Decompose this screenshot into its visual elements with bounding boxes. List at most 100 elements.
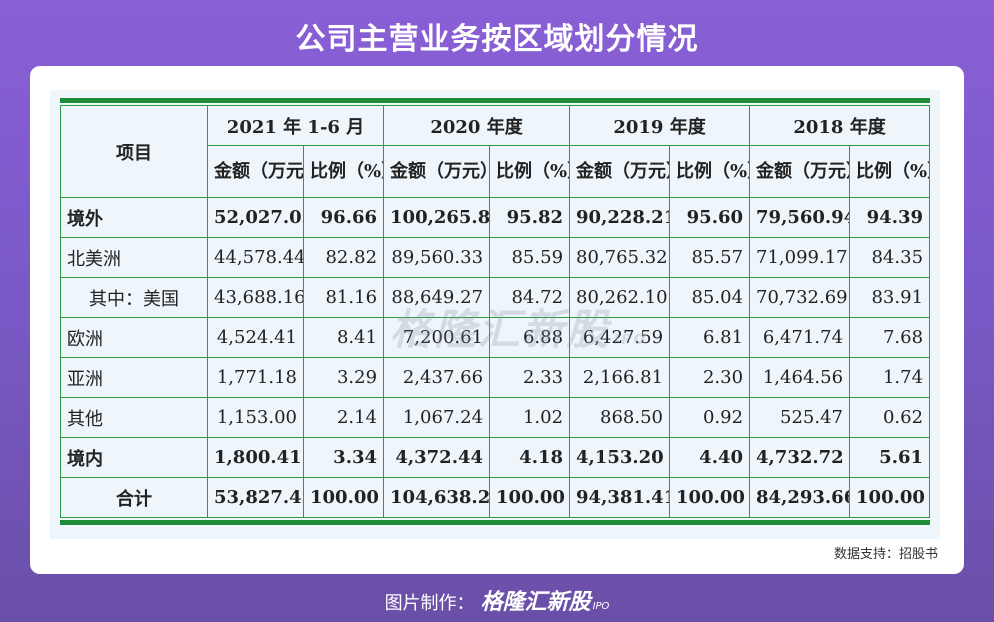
ratio-cell: 94.39 xyxy=(849,197,931,238)
ratio-cell: 0.62 xyxy=(849,397,931,438)
ratio-cell: 85.57 xyxy=(669,237,751,278)
amount-cell: 1,464.56 xyxy=(749,357,851,398)
ratio-cell: 3.34 xyxy=(302,437,385,478)
amount-cell: 104,638.28 xyxy=(383,477,491,518)
ratio-cell: 8.41 xyxy=(302,317,385,358)
amount-cell: 2,166.81 xyxy=(569,357,671,398)
table-row: 境外52,027.0296.66100,265.8495.8290,228.21… xyxy=(60,197,931,238)
ratio-cell: 82.82 xyxy=(302,237,385,278)
header-amount: 金额（万元） xyxy=(383,145,491,198)
ratio-cell: 83.91 xyxy=(849,277,931,318)
header-ratio: 比例（%） xyxy=(669,145,751,198)
amount-cell: 53,827.43 xyxy=(207,477,304,518)
footer-prefix: 图片制作： xyxy=(384,593,475,614)
ratio-cell: 100.00 xyxy=(489,477,571,518)
amount-cell: 6,471.74 xyxy=(749,317,851,358)
amount-cell: 6,427.59 xyxy=(569,317,671,358)
amount-cell: 80,262.10 xyxy=(569,277,671,318)
ratio-cell: 85.04 xyxy=(669,277,751,318)
header-ratio: 比例（%） xyxy=(302,145,385,198)
header-period: 2019 年度 xyxy=(569,105,751,146)
amount-cell: 84,293.66 xyxy=(749,477,851,518)
source-note: 数据支持：招股书 xyxy=(833,547,938,562)
amount-cell: 4,524.41 xyxy=(207,317,304,358)
header-amount: 金额（万元） xyxy=(569,145,671,198)
amount-cell: 525.47 xyxy=(749,397,851,438)
footer-brand: 格隆汇新股 xyxy=(480,590,591,615)
ratio-cell: 100.00 xyxy=(669,477,751,518)
header-period: 2018 年度 xyxy=(749,105,931,146)
amount-cell: 100,265.84 xyxy=(383,197,491,238)
header-ratio: 比例（%） xyxy=(489,145,571,198)
ratio-cell: 96.66 xyxy=(302,197,385,238)
amount-cell: 70,732.69 xyxy=(749,277,851,318)
amount-cell: 94,381.41 xyxy=(569,477,671,518)
header-period: 2020 年度 xyxy=(383,105,571,146)
amount-cell: 90,228.21 xyxy=(569,197,671,238)
amount-cell: 7,200.61 xyxy=(383,317,491,358)
amount-cell: 4,732.72 xyxy=(749,437,851,478)
amount-cell: 43,688.16 xyxy=(207,277,304,318)
ratio-cell: 5.61 xyxy=(849,437,931,478)
header-ratio: 比例（%） xyxy=(849,145,931,198)
amount-cell: 4,372.44 xyxy=(383,437,491,478)
table-row: 欧洲 4,524.41 8.41 7,200.61 6.88 6,427.59 6.81 6,… xyxy=(60,317,931,358)
amount-cell: 1,067.24 xyxy=(383,397,491,438)
row-label: 境外 xyxy=(60,197,208,238)
ratio-cell: 4.40 xyxy=(669,437,751,478)
ratio-cell: 1.02 xyxy=(489,397,571,438)
ratio-cell: 84.35 xyxy=(849,237,931,278)
table-row: 其中：美国 43,688.16 81.16 88,649.27 84.72 80,262.… xyxy=(60,277,931,318)
footer: 图片制作： 格隆汇新股 IPO xyxy=(0,584,994,616)
amount-cell: 1,771.18 xyxy=(207,357,304,398)
ratio-cell: 4.18 xyxy=(489,437,571,478)
amount-cell: 80,765.32 xyxy=(569,237,671,278)
table-row: 合计53,827.43100.00104,638.28100.0094,381.… xyxy=(60,477,931,518)
ratio-cell: 1.74 xyxy=(849,357,931,398)
row-label: 亚洲 xyxy=(60,357,208,398)
ratio-cell: 2.14 xyxy=(302,397,385,438)
table-row: 其他 1,153.00 2.14 1,067.24 1.02 868.50 0.92 525.… xyxy=(60,397,931,438)
ratio-cell: 81.16 xyxy=(302,277,385,318)
amount-cell: 1,800.41 xyxy=(207,437,304,478)
row-label: 合计 xyxy=(60,477,208,518)
amount-cell: 44,578.44 xyxy=(207,237,304,278)
amount-cell: 71,099.17 xyxy=(749,237,851,278)
ratio-cell: 0.92 xyxy=(669,397,751,438)
ratio-cell: 95.60 xyxy=(669,197,751,238)
ratio-cell: 84.72 xyxy=(489,277,571,318)
row-label: 北美洲 xyxy=(60,237,208,278)
row-label: 境内 xyxy=(60,437,208,478)
bottom-rule xyxy=(60,520,930,525)
ratio-cell: 95.82 xyxy=(489,197,571,238)
ratio-cell: 7.68 xyxy=(849,317,931,358)
ratio-cell: 6.88 xyxy=(489,317,571,358)
page-title: 公司主营业务按区域划分情况 xyxy=(295,22,699,57)
ratio-cell: 6.81 xyxy=(669,317,751,358)
table-row: 亚洲 1,771.18 3.29 2,437.66 2.33 2,166.81 2.30 1,… xyxy=(60,357,931,398)
row-label: 欧洲 xyxy=(60,317,208,358)
amount-cell: 2,437.66 xyxy=(383,357,491,398)
amount-cell: 1,153.00 xyxy=(207,397,304,438)
table-row: 北美洲 44,578.44 82.82 89,560.33 85.59 80,765.32… xyxy=(60,237,931,278)
table-card: 项目 2021 年 1-6 月 2020 年度 2019 年度 2018 年度 … xyxy=(30,66,964,574)
amount-cell: 79,560.94 xyxy=(749,197,851,238)
header-amount: 金额（万元） xyxy=(749,145,851,198)
amount-cell: 89,560.33 xyxy=(383,237,491,278)
header-amount: 金额（万元） xyxy=(207,145,304,198)
region-table: 项目 2021 年 1-6 月 2020 年度 2019 年度 2018 年度 … xyxy=(60,105,931,518)
ratio-cell: 3.29 xyxy=(302,357,385,398)
amount-cell: 52,027.02 xyxy=(207,197,304,238)
amount-cell: 868.50 xyxy=(569,397,671,438)
ratio-cell: 2.30 xyxy=(669,357,751,398)
table-row: 境内 1,800.41 3.34 4,372.44 4.18 4,153.20 4.40 4,… xyxy=(60,437,931,478)
amount-cell: 88,649.27 xyxy=(383,277,491,318)
row-label: 其他 xyxy=(60,397,208,438)
ratio-cell: 100.00 xyxy=(849,477,931,518)
ratio-cell: 100.00 xyxy=(302,477,385,518)
header-period: 2021 年 1-6 月 xyxy=(206,105,385,146)
amount-cell: 4,153.20 xyxy=(569,437,671,478)
ratio-cell: 2.33 xyxy=(489,357,571,398)
footer-ipo: IPO xyxy=(592,601,610,612)
header-item: 项目 xyxy=(60,105,208,198)
